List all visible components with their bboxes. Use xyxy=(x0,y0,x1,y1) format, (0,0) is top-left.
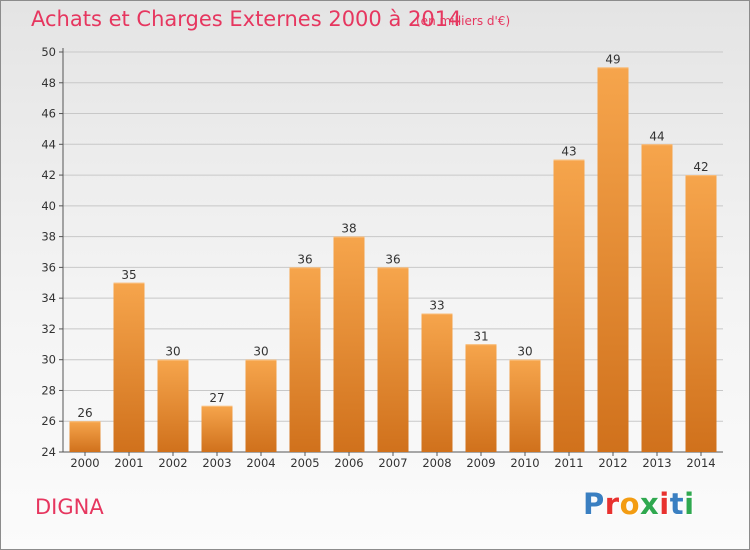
logo-letter: i xyxy=(684,487,695,521)
bar-value-label: 31 xyxy=(473,329,488,343)
y-tick-label: 48 xyxy=(41,76,56,90)
x-tick-label: 2011 xyxy=(554,456,583,470)
chart-title: Achats et Charges Externes 2000 à 2014 xyxy=(31,7,462,31)
y-tick-label: 30 xyxy=(41,353,56,367)
y-tick-label: 32 xyxy=(41,322,56,336)
bar xyxy=(685,175,717,453)
y-tick-label: 46 xyxy=(41,107,56,121)
logo-letter: x xyxy=(640,487,660,521)
x-tick-label: 2006 xyxy=(334,456,363,470)
logo-letter: o xyxy=(619,487,641,521)
y-tick-label: 40 xyxy=(41,199,56,213)
bar-value-label: 49 xyxy=(605,52,620,66)
logo-letter: r xyxy=(604,487,620,521)
logo-letter: t xyxy=(669,487,685,521)
bar xyxy=(509,359,541,452)
labels: 24 26 28 30 32 34 36 38 40 42 44 46 48 50 26 2000 35 2001… xyxy=(41,45,715,470)
bar xyxy=(113,282,145,452)
bar xyxy=(289,267,321,452)
bar-value-label: 35 xyxy=(121,268,136,282)
commune-name: DIGNA xyxy=(35,495,104,519)
x-tick-label: 2005 xyxy=(290,456,319,470)
bar-value-label: 27 xyxy=(209,391,224,405)
bar-value-label: 30 xyxy=(253,345,268,359)
x-tick-label: 2010 xyxy=(510,456,539,470)
x-tick-label: 2013 xyxy=(642,456,671,470)
y-tick-label: 28 xyxy=(41,383,56,397)
chart-unit: (en milliers d'€) xyxy=(416,14,511,28)
bar-value-label: 30 xyxy=(165,345,180,359)
y-tick-label: 34 xyxy=(41,291,56,305)
y-tick-label: 44 xyxy=(41,137,56,151)
bar xyxy=(597,67,629,452)
bar-value-label: 36 xyxy=(385,252,400,266)
logo-letter: P xyxy=(583,487,605,521)
y-tick-label: 50 xyxy=(41,45,56,59)
x-tick-label: 2001 xyxy=(114,456,143,470)
bar-value-label: 43 xyxy=(561,145,576,159)
x-tick-label: 2004 xyxy=(246,456,275,470)
y-tick-label: 38 xyxy=(41,230,56,244)
bar-value-label: 26 xyxy=(77,406,92,420)
x-tick-label: 2000 xyxy=(70,456,99,470)
bar-value-label: 36 xyxy=(297,252,312,266)
bar-value-label: 30 xyxy=(517,345,532,359)
bars xyxy=(69,67,717,453)
bar-value-label: 44 xyxy=(649,129,664,143)
logo-letter: i xyxy=(659,487,670,521)
bar xyxy=(641,144,673,453)
x-tick-label: 2002 xyxy=(158,456,187,470)
proxiti-logo: Proxiti xyxy=(583,487,695,521)
bar xyxy=(69,421,101,452)
bar-value-label: 42 xyxy=(693,160,708,174)
bar xyxy=(245,359,277,452)
x-tick-label: 2007 xyxy=(378,456,407,470)
y-tick-label: 42 xyxy=(41,168,56,182)
bar-value-label: 38 xyxy=(341,222,356,236)
bar xyxy=(377,267,409,452)
bar xyxy=(465,344,497,452)
x-tick-label: 2012 xyxy=(598,456,627,470)
x-tick-label: 2009 xyxy=(466,456,495,470)
y-tick-label: 36 xyxy=(41,260,56,274)
bar xyxy=(333,236,365,452)
bar xyxy=(421,313,453,452)
x-tick-label: 2008 xyxy=(422,456,451,470)
bar xyxy=(157,359,189,452)
bar-value-label: 33 xyxy=(429,299,444,313)
bar xyxy=(553,159,585,452)
y-tick-label: 26 xyxy=(41,414,56,428)
bar xyxy=(201,405,233,452)
y-tick-label: 24 xyxy=(41,445,56,459)
x-tick-label: 2014 xyxy=(686,456,715,470)
x-tick-label: 2003 xyxy=(202,456,231,470)
